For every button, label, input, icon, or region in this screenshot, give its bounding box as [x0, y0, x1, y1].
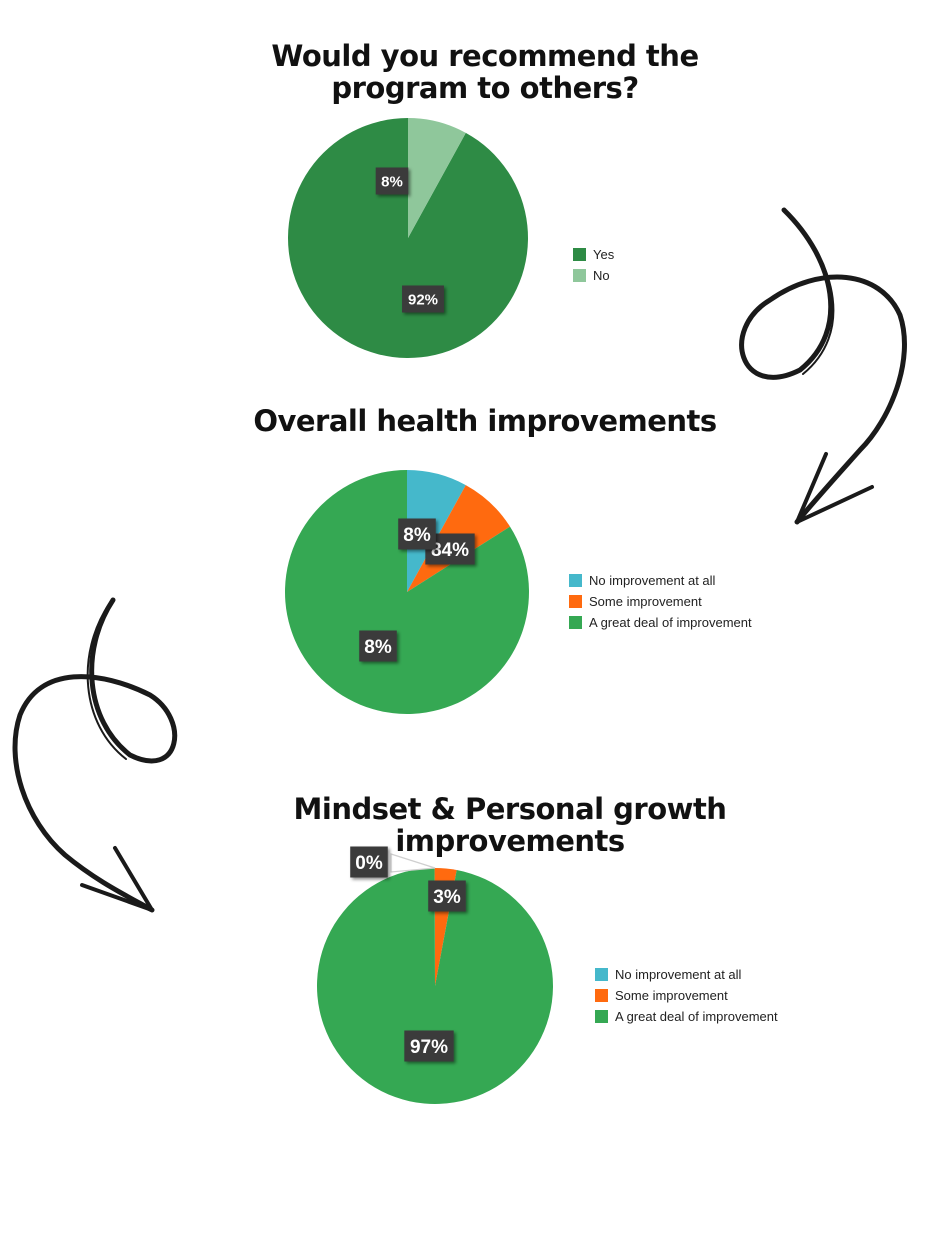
slice-label-a-great-deal-of-improvement: 97% [404, 1030, 454, 1062]
slice-label-some-improvement: 3% [428, 880, 466, 912]
slice-label-text: 3% [433, 887, 461, 908]
legend-health: No improvement at all Some improvement A g… [569, 570, 752, 633]
curly-arrow-right-icon [739, 207, 907, 525]
curly-arrow-left-icon [12, 597, 178, 913]
legend-swatch [595, 989, 608, 1002]
legend-swatch [569, 574, 582, 587]
legend-label: No improvement at all [589, 573, 716, 588]
legend-item-a-great-deal-of-improvement: A great deal of improvement [595, 1006, 778, 1027]
legend-item-no-improvement-at-all: No improvement at all [569, 570, 752, 591]
pie-slice-a-great-deal-of-improvement [317, 868, 553, 1104]
slice-label-text: 8% [381, 173, 403, 190]
legend-swatch [573, 269, 586, 282]
pie-slice-no [408, 118, 466, 238]
slice-label-some-improvement: 8% [398, 518, 436, 550]
slice-label-box [404, 1030, 454, 1062]
legend-label: A great deal of improvement [589, 615, 752, 630]
legend-item-a-great-deal-of-improvement: A great deal of improvement [569, 612, 752, 633]
slice-label-box [350, 846, 388, 878]
legend-label: No [593, 268, 610, 283]
legend-label: Some improvement [589, 594, 702, 609]
pie-slice-a-great-deal-of-improvement [284, 470, 529, 714]
legend-item-no: No [573, 265, 614, 286]
slice-label-box [428, 880, 466, 912]
slice-label-box [398, 518, 436, 550]
legend-item-yes: Yes [573, 244, 614, 265]
legend-label: Yes [593, 247, 615, 262]
pie-slice-no-improvement-at-all [407, 470, 466, 592]
legend-item-no-improvement-at-all: No improvement at all [595, 964, 778, 985]
pie-slice-yes [288, 118, 528, 358]
slice-label-text: 97% [410, 1037, 448, 1058]
legend-mindset: No improvement at all Some improvement A g… [595, 964, 778, 1027]
chart-title-health: Overall health improvements [253, 404, 717, 438]
legend-swatch [595, 1010, 608, 1023]
slice-label-no-improvement-at-all: 0% [350, 846, 388, 878]
slice-label-no-improvement-at-all: 8% [359, 630, 397, 662]
slice-label-yes: 92% [402, 285, 444, 313]
slice-label-text: 92% [408, 291, 438, 308]
legend-label: No improvement at all [615, 967, 742, 982]
legend-label: Some improvement [615, 988, 728, 1003]
chart-title-recommend: Would you recommend the program to other… [271, 39, 699, 105]
callout-leader [390, 853, 436, 873]
legend-swatch [569, 595, 582, 608]
legend-swatch [595, 968, 608, 981]
legend-swatch [573, 248, 586, 261]
legend-item-some-improvement: Some improvement [569, 591, 752, 612]
slice-label-text: 84% [431, 540, 469, 561]
slice-label-text: 0% [355, 853, 383, 874]
legend-item-some-improvement: Some improvement [595, 985, 778, 1006]
slice-label-no: 8% [375, 167, 409, 195]
chart-title-mindset: Mindset & Personal growth improvements [293, 792, 727, 858]
legend-swatch [569, 616, 582, 629]
legend-recommend: Yes No [573, 244, 614, 286]
slice-label-box [359, 630, 397, 662]
slice-label-text: 8% [403, 525, 431, 546]
legend-label: A great deal of improvement [615, 1009, 778, 1024]
slice-label-text: 8% [364, 637, 392, 658]
pie-health [284, 470, 529, 714]
slice-label-box [375, 167, 409, 195]
pie-recommend [288, 118, 528, 358]
slice-label-box [402, 285, 444, 313]
